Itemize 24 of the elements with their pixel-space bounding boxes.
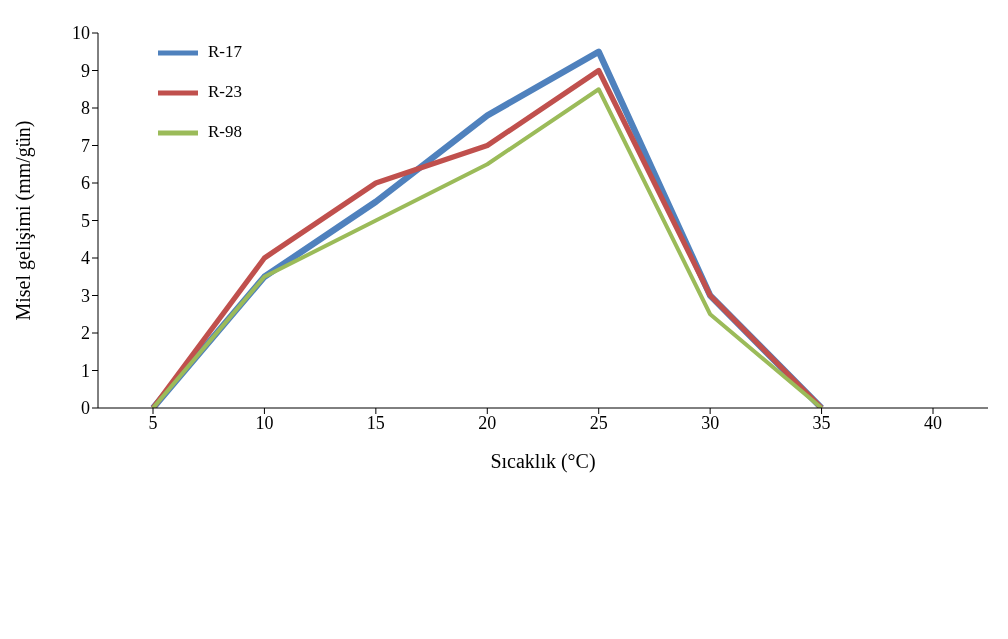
- y-axis-title: Misel gelişimi (mm/gün): [12, 120, 36, 321]
- y-tick-label: 4: [81, 248, 90, 269]
- y-tick-label: 2: [81, 323, 90, 344]
- y-tick-label: 7: [81, 135, 90, 156]
- y-tick-label: 6: [81, 173, 90, 194]
- legend-label: R-17: [208, 41, 242, 61]
- y-tick-label: 5: [81, 210, 90, 231]
- y-tick-label: 10: [72, 23, 90, 44]
- x-tick-label: 20: [478, 412, 497, 433]
- legend-label: R-98: [208, 121, 242, 141]
- y-tick-label: 1: [81, 360, 90, 381]
- y-tick-label: 8: [81, 98, 90, 119]
- x-tick-label: 15: [366, 412, 385, 433]
- x-tick-label: 10: [255, 412, 274, 433]
- x-tick-label: 25: [589, 412, 608, 433]
- x-tick-label: 35: [812, 412, 831, 433]
- x-tick-label: 30: [701, 412, 720, 433]
- y-tick-label: 3: [81, 285, 90, 306]
- y-tick-label: 9: [81, 60, 90, 81]
- x-tick-label: 5: [148, 412, 158, 433]
- y-tick-label: 0: [81, 398, 90, 419]
- x-tick-label: 40: [924, 412, 942, 433]
- legend-label: R-23: [208, 81, 242, 101]
- x-axis-title: Sıcaklık (°C): [490, 450, 596, 473]
